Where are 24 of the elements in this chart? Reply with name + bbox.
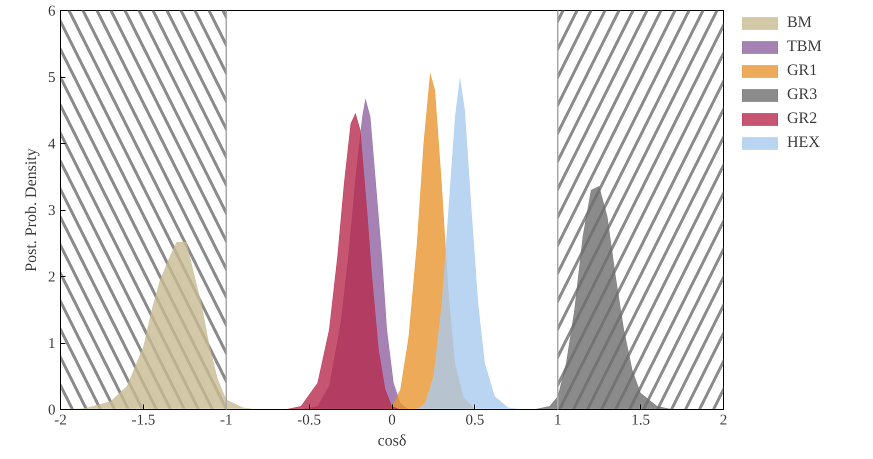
x-tick-label: 1.5 bbox=[631, 412, 650, 428]
legend-label: TBM bbox=[787, 38, 822, 56]
x-tick-label: -1 bbox=[220, 412, 232, 428]
y-tick-label: 0 bbox=[48, 402, 56, 418]
x-tick-label: 2 bbox=[720, 412, 728, 428]
y-tick-label: 5 bbox=[48, 70, 56, 86]
legend-label: GR1 bbox=[787, 62, 818, 80]
x-axis-title: cosδ bbox=[378, 432, 406, 450]
y-tick-label: 2 bbox=[48, 270, 56, 286]
x-tick-label: -0.5 bbox=[297, 412, 321, 428]
y-tick-label: 1 bbox=[48, 336, 56, 352]
y-axis-title: Post. Prob. Density bbox=[23, 148, 40, 272]
x-tick-label: 0.5 bbox=[466, 412, 484, 428]
y-tick-label: 4 bbox=[48, 136, 56, 152]
x-tick-label: 1 bbox=[554, 412, 562, 428]
x-tick-label: -2 bbox=[54, 412, 67, 428]
legend-label: BM bbox=[787, 14, 812, 32]
legend-label: HEX bbox=[787, 134, 820, 152]
legend-label: GR2 bbox=[787, 110, 818, 128]
y-tick-label: 3 bbox=[48, 203, 56, 219]
y-tick-label: 6 bbox=[48, 4, 56, 20]
legend-label: GR3 bbox=[787, 86, 818, 104]
x-tick-label: -1.5 bbox=[132, 412, 156, 428]
x-tick-label: 0 bbox=[388, 412, 396, 428]
